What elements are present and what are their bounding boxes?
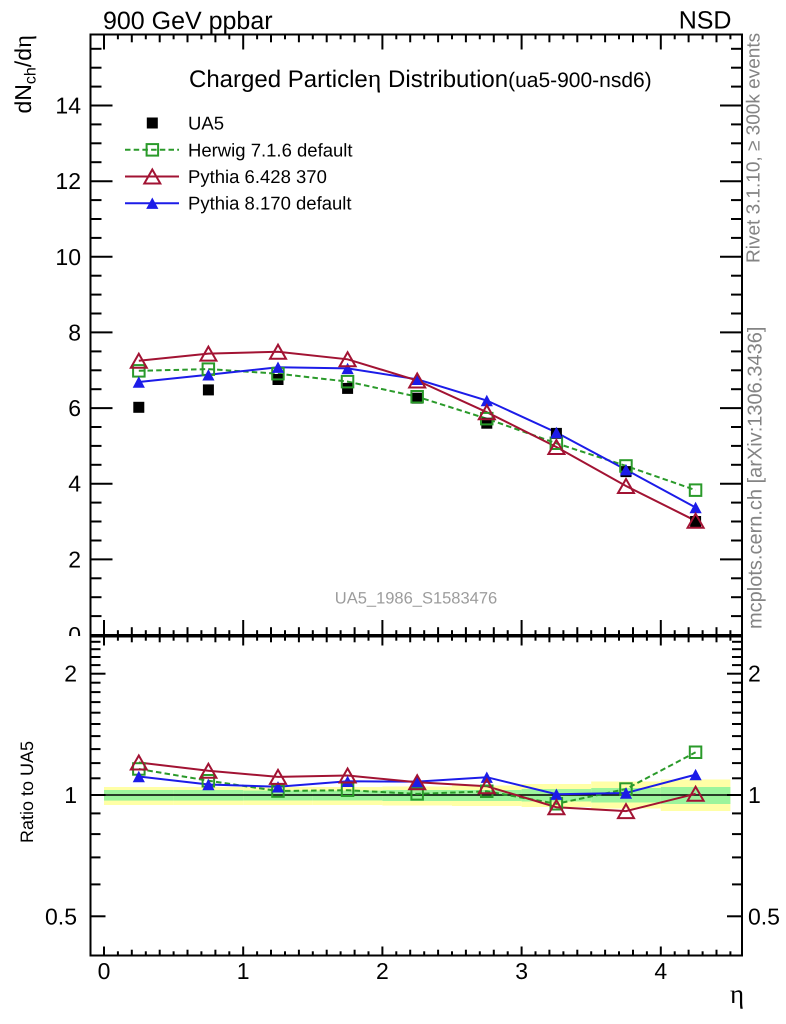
svg-text:2: 2: [376, 958, 389, 984]
svg-text:Ratio to UA5: Ratio to UA5: [17, 741, 37, 843]
svg-text:Pythia 8.170 default: Pythia 8.170 default: [188, 193, 352, 214]
svg-text:14: 14: [55, 93, 81, 119]
svg-text:1: 1: [64, 782, 77, 808]
svg-text:900 GeV ppbar: 900 GeV ppbar: [103, 7, 273, 35]
svg-text:12: 12: [55, 168, 81, 194]
svg-text:2: 2: [68, 546, 81, 572]
svg-text:0.5: 0.5: [748, 903, 780, 929]
svg-text:0: 0: [98, 958, 111, 984]
svg-text:1: 1: [748, 782, 761, 808]
svg-text:4: 4: [654, 958, 667, 984]
svg-text:4: 4: [68, 471, 81, 497]
svg-text:Rivet 3.1.10, ≥ 300k events: Rivet 3.1.10, ≥ 300k events: [743, 33, 764, 263]
svg-text:3: 3: [515, 958, 528, 984]
svg-text:1: 1: [237, 958, 250, 984]
svg-text:2: 2: [64, 661, 77, 687]
svg-text:UA5: UA5: [188, 113, 224, 134]
svg-text:6: 6: [68, 395, 81, 421]
svg-text:2: 2: [748, 661, 761, 687]
svg-text:η: η: [730, 979, 744, 1009]
svg-text:Pythia 6.428 370: Pythia 6.428 370: [188, 166, 327, 187]
svg-text:Herwig 7.1.6 default: Herwig 7.1.6 default: [188, 139, 353, 160]
svg-text:0.5: 0.5: [45, 903, 77, 929]
svg-text:8: 8: [68, 319, 81, 345]
svg-text:10: 10: [55, 244, 81, 270]
svg-text:mcplots.cern.ch [arXiv:1306.34: mcplots.cern.ch [arXiv:1306.3436]: [745, 327, 767, 629]
svg-text:UA5_1986_S1583476: UA5_1986_S1583476: [335, 589, 497, 607]
svg-text:0: 0: [68, 622, 81, 648]
svg-text:NSD: NSD: [679, 7, 732, 35]
svg-text:Charged Particleη Distribution: Charged Particleη Distribution(ua5-900-n…: [189, 64, 652, 93]
